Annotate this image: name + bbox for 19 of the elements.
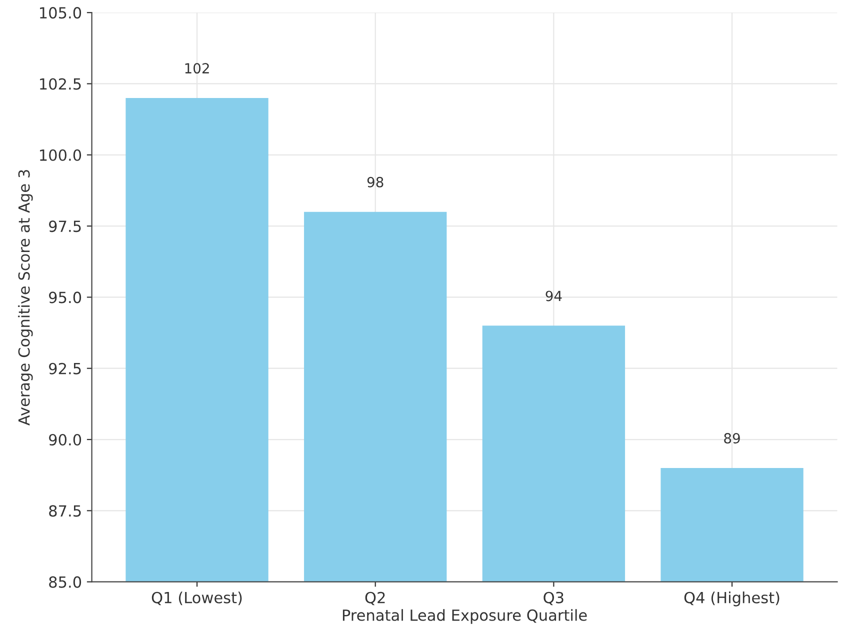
x-axis-title: Prenatal Lead Exposure Quartile xyxy=(342,609,587,624)
y-tick-label: 105.0 xyxy=(40,7,82,19)
x-tick-label: Q3 xyxy=(544,592,564,606)
y-tick-label: 95.0 xyxy=(49,292,82,304)
y-tick-label: 90.0 xyxy=(49,434,82,446)
x-tick-label: Q1 (Lowest) xyxy=(152,592,242,606)
y-tick-label: 85.0 xyxy=(49,576,82,588)
x-tick-label: Q4 (Highest) xyxy=(684,592,780,606)
data-label: 89 xyxy=(724,433,740,444)
y-tick-label: 97.5 xyxy=(49,220,81,232)
y-axis-title: Average Cognitive Score at Age 3 xyxy=(18,170,33,426)
data-label: 94 xyxy=(546,290,562,302)
x-tick-label: Q2 xyxy=(365,592,385,606)
y-tick-label: 92.5 xyxy=(49,362,81,374)
data-label: 102 xyxy=(185,63,209,74)
y-tick-label: 102.5 xyxy=(40,78,81,90)
data-label: 98 xyxy=(367,176,384,188)
y-tick-label: 100.0 xyxy=(40,149,82,161)
y-tick-label: 87.5 xyxy=(49,505,81,517)
